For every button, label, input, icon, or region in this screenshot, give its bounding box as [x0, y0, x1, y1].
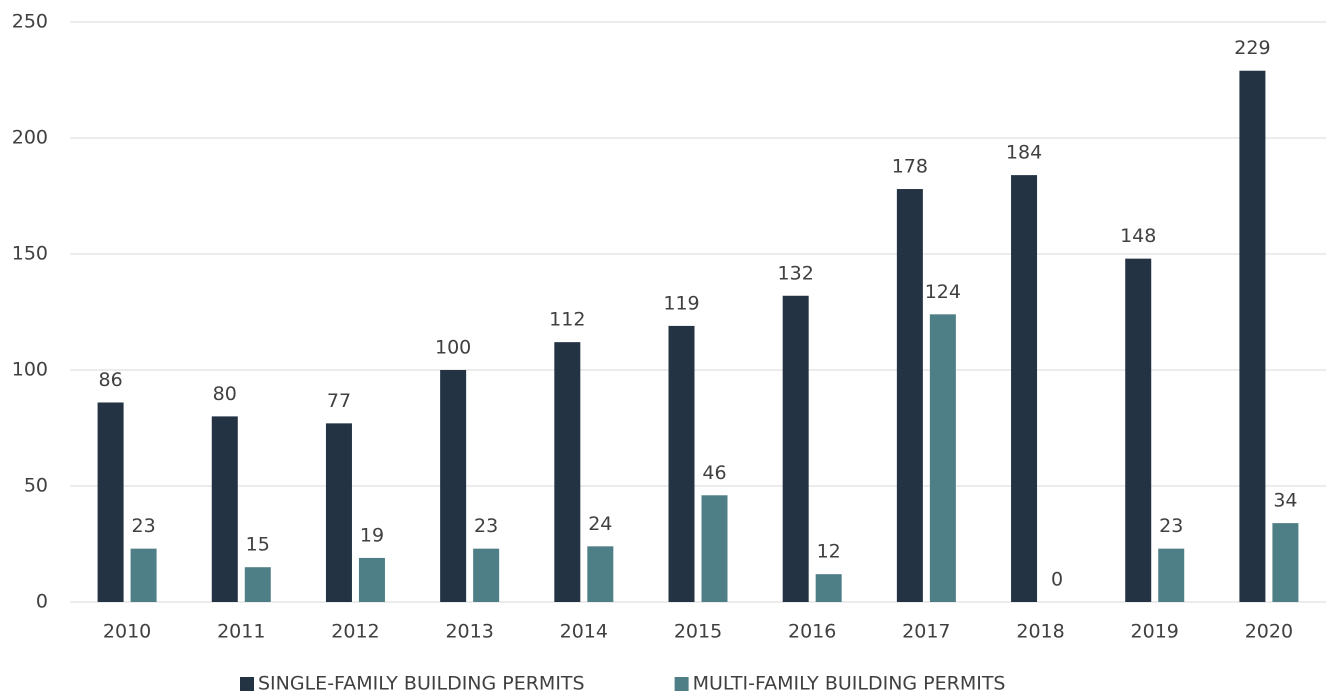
data-label: 229 — [1234, 37, 1270, 59]
bar — [130, 548, 157, 602]
x-tick-label: 2018 — [1016, 621, 1064, 643]
data-label: 119 — [663, 292, 699, 314]
bar — [325, 423, 352, 602]
y-tick-label: 50 — [24, 475, 48, 497]
data-label: 24 — [588, 513, 612, 535]
bar — [1272, 523, 1299, 602]
legend-label: MULTI-FAMILY BUILDING PERMITS — [693, 673, 1006, 695]
x-tick-label: 2012 — [331, 621, 379, 643]
y-tick-label: 0 — [36, 591, 48, 613]
bar — [244, 567, 271, 602]
x-tick-label: 2013 — [445, 621, 493, 643]
x-tick-label: 2016 — [788, 621, 836, 643]
data-label: 15 — [246, 534, 270, 556]
y-tick-label: 100 — [12, 359, 48, 381]
bar — [1239, 70, 1266, 603]
bar — [1125, 258, 1152, 602]
bar — [473, 548, 500, 602]
data-label: 86 — [98, 369, 122, 391]
y-tick-label: 200 — [12, 127, 48, 149]
data-label: 12 — [817, 541, 841, 563]
bar — [782, 295, 809, 602]
data-label: 184 — [1006, 142, 1042, 164]
bar — [668, 325, 695, 602]
x-tick-label: 2019 — [1131, 621, 1179, 643]
data-label: 46 — [702, 462, 726, 484]
bar — [440, 370, 467, 602]
bar — [896, 189, 923, 603]
bar — [815, 574, 842, 602]
x-tick-label: 2020 — [1245, 621, 1293, 643]
bar — [211, 416, 238, 602]
data-label: 77 — [327, 390, 351, 412]
data-label: 19 — [360, 524, 384, 546]
data-label: 23 — [1159, 515, 1183, 537]
bar — [1011, 175, 1038, 602]
legend-swatch — [240, 677, 254, 691]
y-tick-label: 250 — [12, 11, 48, 33]
data-label: 23 — [131, 515, 155, 537]
bar — [554, 342, 581, 602]
data-label: 34 — [1273, 490, 1297, 512]
data-label: 178 — [892, 156, 928, 178]
data-label: 23 — [474, 515, 498, 537]
data-label: 124 — [925, 281, 961, 303]
y-tick-label: 150 — [12, 243, 48, 265]
x-tick-label: 2011 — [217, 621, 265, 643]
bar — [97, 402, 124, 602]
x-tick-label: 2015 — [674, 621, 722, 643]
bar — [929, 314, 956, 602]
bar — [358, 557, 385, 602]
bar — [587, 546, 614, 602]
data-label: 0 — [1051, 569, 1063, 591]
data-label: 100 — [435, 337, 471, 359]
legend-swatch — [674, 677, 689, 691]
data-label: 80 — [213, 383, 237, 405]
bar — [1158, 548, 1185, 602]
legend-label: SINGLE-FAMILY BUILDING PERMITS — [258, 673, 585, 695]
bar — [701, 495, 728, 602]
x-tick-label: 2017 — [902, 621, 950, 643]
x-tick-label: 2010 — [103, 621, 151, 643]
data-label: 112 — [549, 309, 585, 331]
x-tick-label: 2014 — [560, 621, 608, 643]
data-label: 132 — [778, 262, 814, 284]
data-label: 148 — [1120, 225, 1156, 247]
